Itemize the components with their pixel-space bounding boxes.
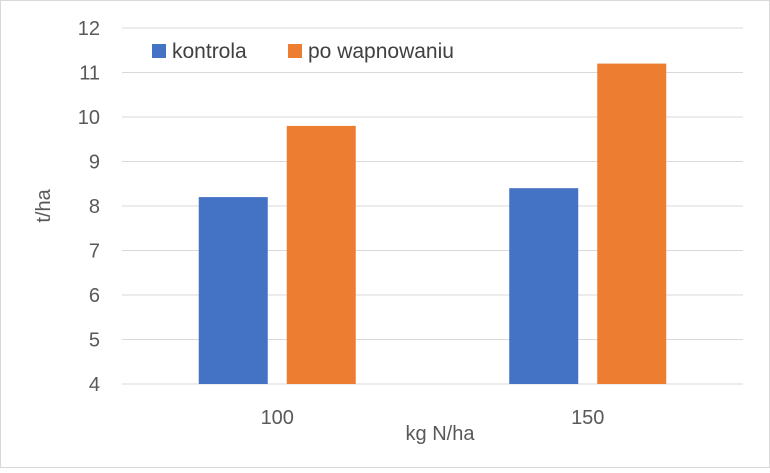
x-tick-label: 100 (261, 407, 294, 429)
bar-po-wapnowaniu-150 (597, 63, 667, 384)
legend-swatch (288, 44, 302, 58)
y-tick-label: 9 (89, 152, 100, 174)
bar-po-wapnowaniu-100 (286, 125, 356, 385)
y-tick-label: 8 (89, 196, 100, 218)
y-tick-label: 4 (89, 374, 100, 396)
x-tick-label: 150 (571, 407, 604, 429)
y-tick-label: 5 (89, 330, 100, 352)
y-tick-label: 7 (89, 241, 100, 263)
y-tick-label: 11 (79, 63, 100, 85)
legend-swatch (152, 44, 166, 58)
bar-kontrola-100 (198, 197, 268, 384)
bars (198, 63, 667, 385)
x-axis-ticks: 100 150 (261, 407, 605, 429)
bar-kontrola-150 (509, 188, 579, 384)
legend-label: kontrola (172, 40, 247, 63)
x-axis-title: kg N/ha (406, 423, 476, 445)
y-tick-label: 12 (78, 18, 100, 40)
y-tick-label: 6 (89, 285, 100, 307)
y-axis-title: t/ha (33, 188, 55, 222)
legend-label: po wapnowaniu (308, 40, 454, 63)
legend: kontrola po wapnowaniu (152, 40, 454, 63)
y-tick-label: 10 (78, 107, 100, 129)
y-axis-ticks: 4 5 6 7 8 9 10 11 12 (78, 18, 100, 396)
